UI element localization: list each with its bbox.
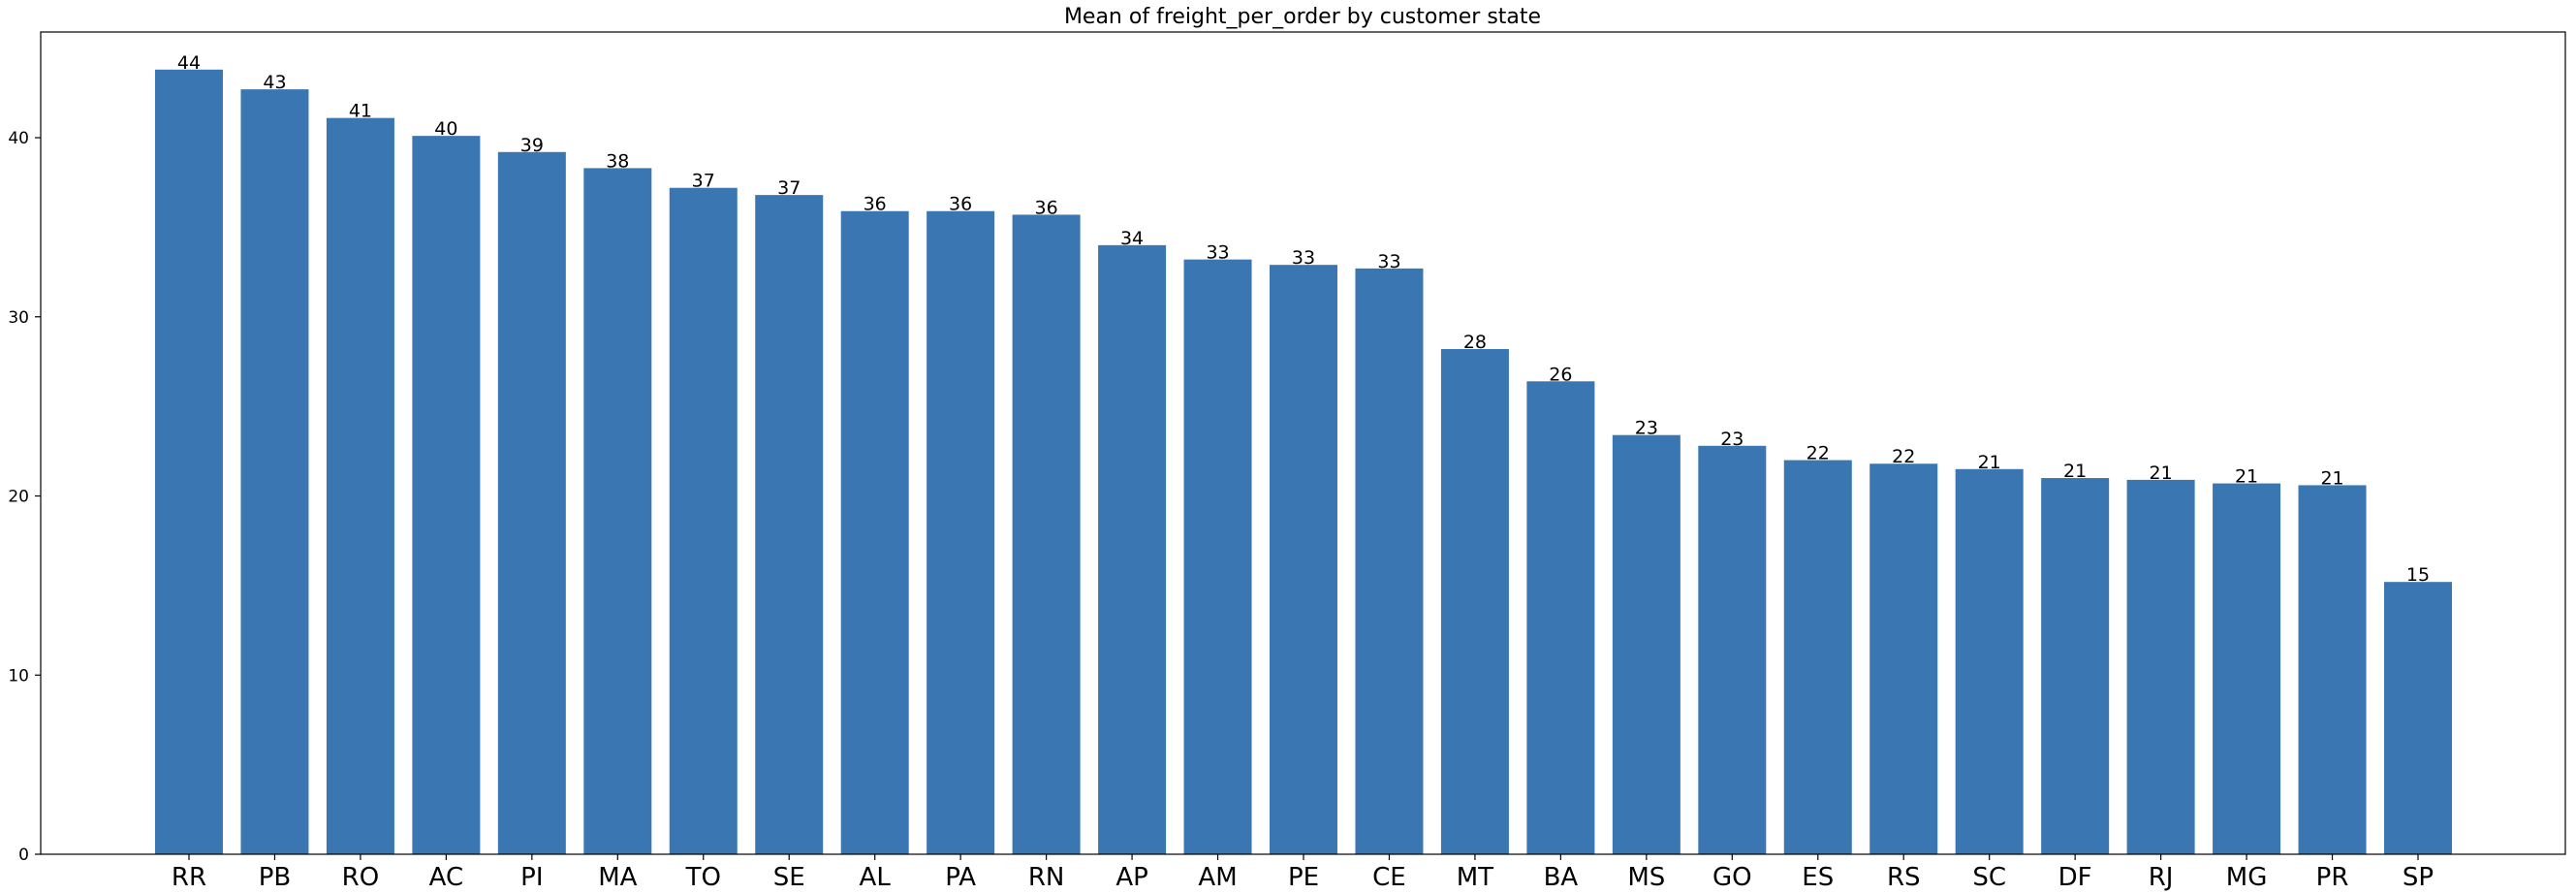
x-tick-label-ap: AP xyxy=(1115,863,1147,892)
data-label-to: 37 xyxy=(692,171,715,192)
x-tick-label-mg: MG xyxy=(2226,863,2268,892)
bar-rj xyxy=(2126,479,2195,854)
data-label-pr: 21 xyxy=(2320,467,2343,489)
y-axis: 0 10 20 30 40 xyxy=(8,129,41,865)
x-tick-label-go: GO xyxy=(1712,863,1752,892)
bar-es xyxy=(1783,460,1852,854)
data-label-rn: 36 xyxy=(1035,197,1058,218)
x-tick-label-pb: PB xyxy=(259,863,292,892)
bar-am xyxy=(1183,259,1252,854)
bar-ac xyxy=(412,136,481,855)
data-label-pb: 43 xyxy=(263,72,286,93)
data-label-ap: 34 xyxy=(1120,228,1144,249)
bar-sc xyxy=(1955,468,2024,854)
bar-ma xyxy=(583,168,652,854)
bar-ap xyxy=(1098,244,1167,854)
x-axis: RR PB RO AC PI MA TO SE AL PA RN AP AM PE CE MT BA MS GO ES… xyxy=(172,854,2434,892)
data-label-rj: 21 xyxy=(2150,463,2173,484)
bar-ms xyxy=(1612,434,1681,854)
x-tick-label-df: DF xyxy=(2058,863,2092,892)
bar-rn xyxy=(1012,214,1081,854)
x-tick-label-am: AM xyxy=(1198,863,1237,892)
y-tick-label-10: 10 xyxy=(8,666,29,686)
data-label-pe: 33 xyxy=(1292,247,1315,269)
bar-ce xyxy=(1355,268,1424,855)
x-tick-label-ce: CE xyxy=(1372,863,1406,892)
data-label-df: 21 xyxy=(2063,461,2087,482)
data-label-pa: 36 xyxy=(949,194,972,215)
bar-rs xyxy=(1869,463,1938,854)
bar-rr xyxy=(155,69,223,855)
chart-title: Mean of freight_per_order by customer st… xyxy=(1064,5,1541,29)
bar-df xyxy=(2041,478,2110,854)
bar-mg xyxy=(2213,483,2281,854)
data-label-es: 22 xyxy=(1806,443,1830,464)
x-tick-label-rs: RS xyxy=(1887,863,1921,892)
x-tick-label-rr: RR xyxy=(172,863,206,892)
bar-to xyxy=(669,187,738,854)
bar-ro xyxy=(326,117,394,854)
data-label-rr: 44 xyxy=(177,52,201,74)
bar-al xyxy=(840,210,909,854)
x-tick-label-ro: RO xyxy=(342,863,380,892)
x-tick-label-pa: PA xyxy=(945,863,976,892)
y-tick-label-30: 30 xyxy=(8,308,29,328)
bars-group xyxy=(155,69,2452,855)
bar-pe xyxy=(1270,265,1337,854)
data-label-ba: 26 xyxy=(1549,364,1572,385)
data-label-sp: 15 xyxy=(2406,564,2430,586)
x-tick-label-sp: SP xyxy=(2403,863,2434,892)
data-label-sc: 21 xyxy=(1978,452,2001,473)
data-label-ac: 40 xyxy=(434,118,457,140)
data-label-pi: 39 xyxy=(520,135,544,156)
bar-pa xyxy=(927,210,995,854)
y-tick-label-40: 40 xyxy=(8,129,29,148)
x-tick-label-ms: MS xyxy=(1627,863,1665,892)
y-tick-label-20: 20 xyxy=(8,488,29,507)
x-tick-label-pe: PE xyxy=(1288,863,1319,892)
data-label-mg: 21 xyxy=(2235,466,2258,488)
data-label-ro: 41 xyxy=(349,101,372,122)
x-tick-label-rj: RJ xyxy=(2149,863,2174,892)
x-tick-label-pi: PI xyxy=(520,863,543,892)
bar-pr xyxy=(2298,485,2367,854)
x-tick-label-ba: BA xyxy=(1544,863,1579,892)
data-label-go: 23 xyxy=(1720,429,1744,450)
data-label-mt: 28 xyxy=(1463,332,1487,353)
data-label-ce: 33 xyxy=(1377,251,1400,272)
plot-frame xyxy=(40,31,2566,855)
bar-go xyxy=(1698,445,1767,854)
x-tick-label-ma: MA xyxy=(598,863,637,892)
x-tick-label-ac: AC xyxy=(429,863,463,892)
data-label-ms: 23 xyxy=(1635,418,1658,439)
x-tick-label-rn: RN xyxy=(1028,863,1065,892)
x-tick-label-se: SE xyxy=(773,863,805,892)
x-tick-label-pr: PR xyxy=(2316,863,2349,892)
bar-pb xyxy=(240,89,309,855)
data-label-al: 36 xyxy=(864,194,887,215)
data-label-rs: 22 xyxy=(1892,446,1915,467)
data-label-se: 37 xyxy=(777,177,801,199)
x-tick-label-mt: MT xyxy=(1457,863,1493,892)
x-tick-label-es: ES xyxy=(1802,863,1834,892)
bar-sp xyxy=(2384,582,2452,854)
bar-mt xyxy=(1440,349,1509,854)
data-label-ma: 38 xyxy=(606,150,629,172)
x-tick-label-to: TO xyxy=(685,863,721,892)
data-label-am: 33 xyxy=(1206,242,1229,264)
bar-se xyxy=(755,195,824,854)
x-tick-label-al: AL xyxy=(860,863,892,892)
y-tick-label-0: 0 xyxy=(18,846,29,865)
x-tick-label-sc: SC xyxy=(1972,863,2006,892)
bar-ba xyxy=(1526,381,1595,854)
bar-pi xyxy=(497,151,566,855)
data-labels-group: 44 43 41 40 39 38 37 37 36 36 36 34 33 33 33 28 26 23 23 22… xyxy=(177,52,2430,586)
